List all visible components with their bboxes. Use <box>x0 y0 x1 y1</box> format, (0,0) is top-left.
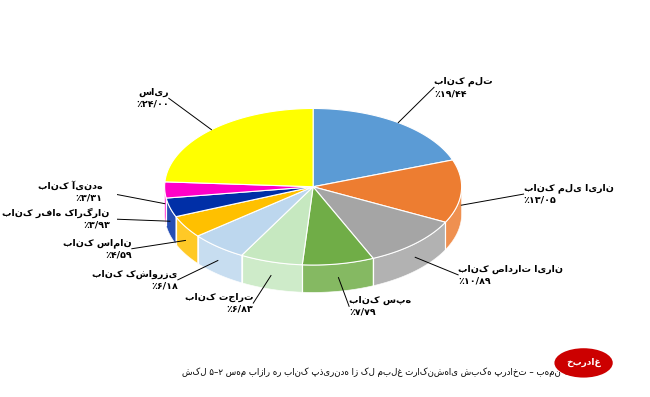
Polygon shape <box>302 258 373 293</box>
PathPatch shape <box>242 187 313 265</box>
PathPatch shape <box>313 187 445 258</box>
Polygon shape <box>198 236 242 283</box>
Text: بانک کشاورزی
٪۶/۱۸: بانک کشاورزی ٪۶/۱۸ <box>92 269 178 290</box>
PathPatch shape <box>164 182 313 198</box>
Text: سایر
٪۲۴/۰۰: سایر ٪۲۴/۰۰ <box>136 88 169 109</box>
PathPatch shape <box>302 187 373 265</box>
Polygon shape <box>164 187 166 225</box>
Polygon shape <box>176 217 198 263</box>
Text: بانک ملی ایران
٪۱۳/۰۵: بانک ملی ایران ٪۱۳/۰۵ <box>524 183 614 205</box>
Text: بانک صادرات ایران
٪۱۰/۸۹: بانک صادرات ایران ٪۱۰/۸۹ <box>458 264 563 285</box>
Polygon shape <box>445 187 462 250</box>
Text: بانک تجارت
٪۶/۸۳: بانک تجارت ٪۶/۸۳ <box>185 293 254 314</box>
Polygon shape <box>242 255 302 292</box>
Polygon shape <box>373 222 445 286</box>
Text: بانک ملت
٪۱۹/۴۴: بانک ملت ٪۱۹/۴۴ <box>434 77 493 98</box>
PathPatch shape <box>313 160 462 222</box>
Polygon shape <box>166 198 176 244</box>
Text: خبرداغ: خبرداغ <box>566 358 601 368</box>
Text: بانک آینده
٪۳/۳۱: بانک آینده ٪۳/۳۱ <box>38 181 103 202</box>
Text: بانک رفاه کارگران
٪۳/۹۳: بانک رفاه کارگران ٪۳/۹۳ <box>3 208 110 230</box>
Ellipse shape <box>554 348 613 378</box>
Text: شکل ۵–۲ سهم بازار هر بانک پذیرنده از کل مبلغ تراکنش‌های شبکه پرداخت – بهمن ۱۴۰۰: شکل ۵–۲ سهم بازار هر بانک پذیرنده از کل … <box>182 368 582 378</box>
PathPatch shape <box>165 108 313 187</box>
Text: بانک سامان
٪۴/۵۹: بانک سامان ٪۴/۵۹ <box>63 238 132 260</box>
PathPatch shape <box>166 187 313 217</box>
PathPatch shape <box>198 187 313 255</box>
PathPatch shape <box>176 187 313 236</box>
Text: بانک سپه
٪۷/۷۹: بانک سپه ٪۷/۷۹ <box>349 296 411 317</box>
PathPatch shape <box>313 108 452 187</box>
